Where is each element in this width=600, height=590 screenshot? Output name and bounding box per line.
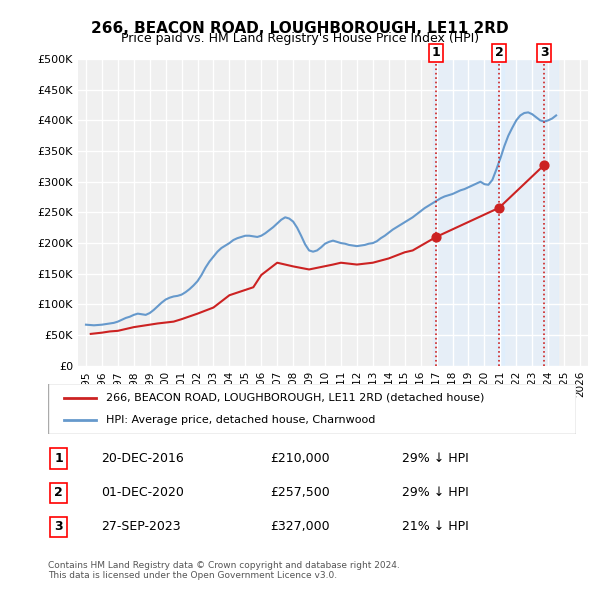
Point bbox=[431, 232, 441, 242]
Text: 2: 2 bbox=[54, 486, 63, 499]
Point bbox=[539, 160, 549, 170]
Text: Contains HM Land Registry data © Crown copyright and database right 2024.
This d: Contains HM Land Registry data © Crown c… bbox=[48, 560, 400, 580]
Text: Price paid vs. HM Land Registry's House Price Index (HPI): Price paid vs. HM Land Registry's House … bbox=[121, 32, 479, 45]
Text: 20-DEC-2016: 20-DEC-2016 bbox=[101, 452, 184, 465]
Text: 3: 3 bbox=[540, 46, 548, 59]
Text: 01-DEC-2020: 01-DEC-2020 bbox=[101, 486, 184, 499]
Text: 1: 1 bbox=[432, 46, 440, 59]
Text: HPI: Average price, detached house, Charnwood: HPI: Average price, detached house, Char… bbox=[106, 415, 376, 425]
Text: 2: 2 bbox=[494, 46, 503, 59]
Text: £210,000: £210,000 bbox=[270, 452, 329, 465]
Text: 21% ↓ HPI: 21% ↓ HPI bbox=[402, 520, 469, 533]
Bar bbox=[433, 59, 505, 366]
Text: 3: 3 bbox=[54, 520, 63, 533]
Point bbox=[494, 203, 504, 212]
Text: 29% ↓ HPI: 29% ↓ HPI bbox=[402, 486, 469, 499]
Text: 27-SEP-2023: 27-SEP-2023 bbox=[101, 520, 181, 533]
Bar bbox=[496, 59, 558, 366]
Text: 29% ↓ HPI: 29% ↓ HPI bbox=[402, 452, 469, 465]
FancyBboxPatch shape bbox=[48, 384, 576, 434]
Text: £257,500: £257,500 bbox=[270, 486, 329, 499]
Text: 266, BEACON ROAD, LOUGHBOROUGH, LE11 2RD: 266, BEACON ROAD, LOUGHBOROUGH, LE11 2RD bbox=[91, 21, 509, 35]
Text: £327,000: £327,000 bbox=[270, 520, 329, 533]
Text: 266, BEACON ROAD, LOUGHBOROUGH, LE11 2RD (detached house): 266, BEACON ROAD, LOUGHBOROUGH, LE11 2RD… bbox=[106, 392, 484, 402]
Text: 1: 1 bbox=[54, 452, 63, 465]
